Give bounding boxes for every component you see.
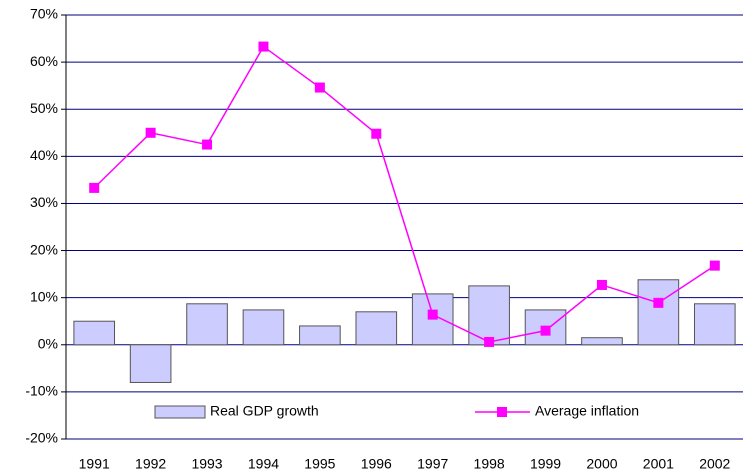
y-tick-label: 10%: [30, 288, 58, 304]
y-tick-label: 20%: [30, 241, 58, 257]
bar: [186, 303, 228, 346]
bar: [468, 285, 510, 346]
y-tick-label: 60%: [30, 53, 58, 69]
marker: [258, 41, 269, 52]
y-tick-label: 30%: [30, 194, 58, 210]
y-tick-label: -20%: [25, 430, 58, 446]
marker: [427, 309, 438, 320]
x-tick-label: 1996: [361, 456, 392, 472]
x-tick-label: 1999: [530, 456, 561, 472]
bar: [693, 303, 736, 346]
marker: [145, 127, 156, 138]
marker: [484, 336, 495, 347]
x-tick-label: 1997: [417, 456, 448, 472]
marker: [709, 260, 720, 271]
marker: [540, 325, 551, 336]
y-tick-label: -10%: [25, 383, 58, 399]
x-tick-label: 1992: [135, 456, 166, 472]
marker: [596, 279, 607, 290]
bar: [355, 311, 398, 346]
x-tick-label: 1998: [474, 456, 505, 472]
x-tick-label: 1993: [191, 456, 222, 472]
legend-swatch: [154, 405, 206, 419]
x-tick-label: 1994: [248, 456, 279, 472]
y-tick-label: 70%: [30, 6, 58, 22]
line: [93, 45, 716, 343]
marker: [371, 128, 382, 139]
bar: [411, 293, 454, 346]
bar: [73, 320, 116, 346]
x-tick-label: 2001: [643, 456, 674, 472]
x-tick-label: 1991: [79, 456, 110, 472]
x-tick-label: 2000: [586, 456, 617, 472]
bar: [637, 279, 680, 346]
bar: [129, 344, 172, 383]
bar: [299, 325, 341, 346]
x-tick-label: 1995: [304, 456, 335, 472]
marker: [314, 82, 325, 93]
y-tick-label: 0%: [38, 335, 58, 351]
legend-label: Average inflation: [535, 403, 639, 419]
marker: [202, 139, 213, 150]
bar: [242, 309, 285, 346]
marker: [653, 297, 664, 308]
legend-swatch: [497, 407, 507, 417]
bar: [581, 337, 623, 346]
marker: [89, 182, 100, 193]
y-tick-label: 40%: [30, 147, 58, 163]
legend-label: Real GDP growth: [210, 403, 319, 419]
x-tick-label: 2002: [699, 456, 730, 472]
y-tick-label: 50%: [30, 100, 58, 116]
